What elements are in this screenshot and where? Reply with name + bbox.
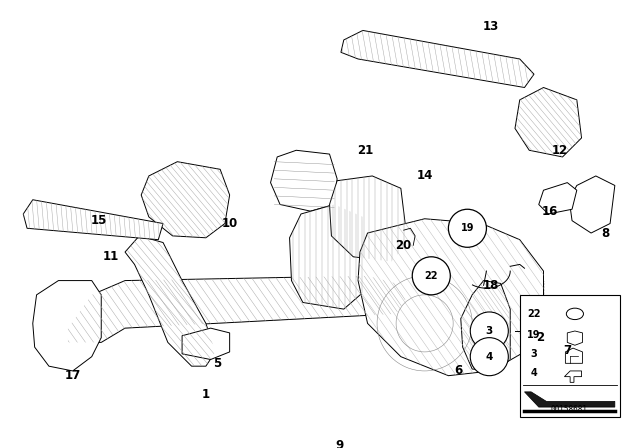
Text: 10: 10: [221, 217, 238, 230]
Text: 22: 22: [424, 271, 438, 281]
Polygon shape: [569, 176, 615, 233]
Text: 15: 15: [91, 214, 108, 227]
Text: 14: 14: [417, 169, 433, 182]
Text: 18: 18: [483, 279, 499, 292]
Text: 19: 19: [527, 330, 541, 340]
Circle shape: [412, 257, 451, 295]
Text: 2: 2: [536, 331, 545, 344]
Polygon shape: [515, 87, 582, 157]
Polygon shape: [539, 183, 577, 214]
Text: 20: 20: [396, 239, 412, 252]
Text: 17: 17: [65, 369, 81, 382]
Text: 12: 12: [552, 144, 568, 157]
Text: 22: 22: [527, 309, 541, 319]
Text: 8: 8: [601, 227, 609, 240]
Text: 9: 9: [335, 439, 343, 448]
Text: 6: 6: [454, 364, 462, 377]
Text: 00158681: 00158681: [550, 405, 588, 414]
Circle shape: [470, 312, 508, 350]
Text: 4: 4: [531, 368, 538, 378]
Text: 5: 5: [213, 357, 221, 370]
Polygon shape: [141, 162, 230, 238]
Text: 4: 4: [486, 352, 493, 362]
FancyBboxPatch shape: [520, 295, 620, 417]
Circle shape: [449, 209, 486, 247]
Polygon shape: [33, 280, 101, 371]
Polygon shape: [567, 331, 582, 345]
Polygon shape: [271, 150, 337, 211]
Polygon shape: [125, 236, 216, 366]
Text: 11: 11: [102, 250, 119, 263]
Polygon shape: [68, 276, 406, 342]
Polygon shape: [23, 200, 163, 240]
Text: 7: 7: [563, 344, 572, 357]
Polygon shape: [341, 30, 534, 87]
Text: 21: 21: [358, 144, 374, 157]
Circle shape: [470, 338, 508, 376]
Text: 3: 3: [531, 349, 538, 359]
Polygon shape: [525, 392, 615, 407]
Polygon shape: [289, 204, 365, 309]
Text: 1: 1: [202, 388, 210, 401]
Ellipse shape: [566, 308, 584, 319]
Polygon shape: [461, 280, 510, 371]
Text: 3: 3: [486, 326, 493, 336]
Polygon shape: [330, 176, 408, 262]
Text: 16: 16: [542, 205, 558, 218]
Polygon shape: [182, 328, 230, 360]
Text: 19: 19: [461, 223, 474, 233]
Polygon shape: [565, 348, 582, 363]
Text: 13: 13: [483, 20, 499, 33]
Polygon shape: [564, 371, 582, 382]
Polygon shape: [358, 219, 543, 376]
